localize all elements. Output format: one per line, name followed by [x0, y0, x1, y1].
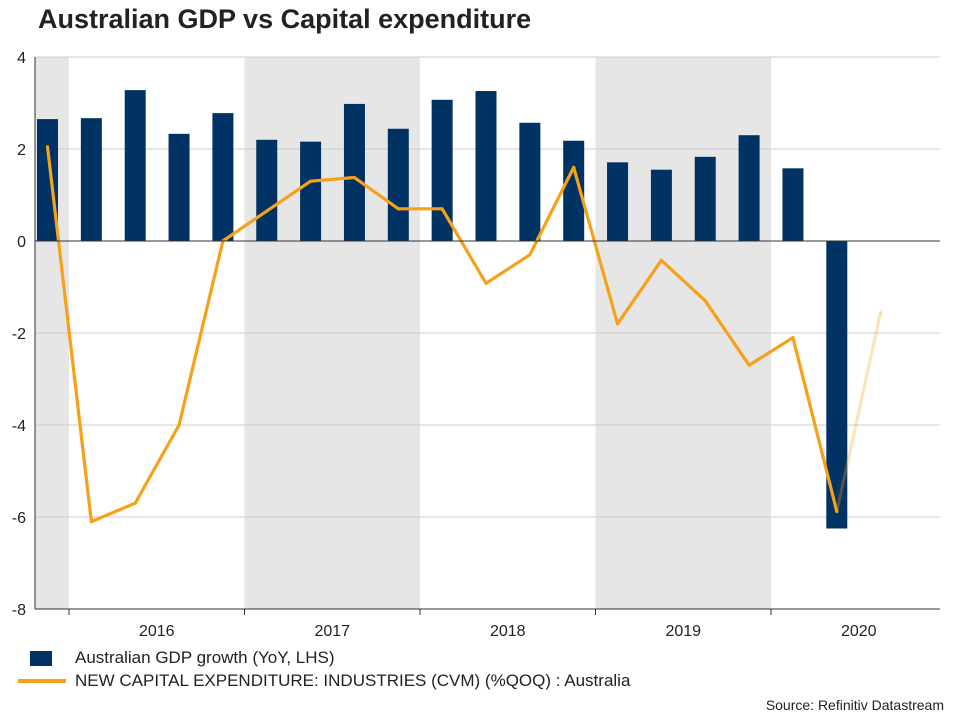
bar-2017-Q1 [256, 139, 278, 241]
x-tick-label-2020: 2020 [841, 623, 877, 640]
x-tick-label-2018: 2018 [490, 623, 526, 640]
bar-2018-Q4 [563, 140, 585, 241]
capex-point-2020-Q2 [835, 509, 839, 514]
bar-2018-Q3 [519, 122, 541, 241]
legend-item-capex: NEW CAPITAL EXPENDITURE: INDUSTRIES (CVM… [18, 671, 630, 691]
y-tick-label: -8 [12, 602, 26, 619]
legend-label-gdp: Australian GDP growth (YoY, LHS) [75, 648, 335, 667]
y-tick-label: -2 [12, 326, 26, 343]
capex-point-2017-Q4 [396, 207, 400, 211]
x-tick-label-2017: 2017 [314, 623, 350, 640]
y-tick-label: 0 [17, 234, 26, 251]
bar-2018-Q1 [431, 99, 453, 241]
chart-title: Australian GDP vs Capital expenditure [38, 4, 532, 34]
capex-point-2018-Q4 [572, 165, 576, 169]
y-tick-label: -6 [12, 510, 26, 527]
x-tick-label-2019: 2019 [665, 623, 701, 640]
legend-label-capex: NEW CAPITAL EXPENDITURE: INDUSTRIES (CVM… [75, 671, 631, 690]
bar-2016-Q2 [124, 90, 146, 242]
capex-point-2018-Q1 [440, 207, 444, 211]
x-tick-label-2016: 2016 [139, 623, 175, 640]
capex-point-2020-Q3 [879, 310, 883, 314]
bar-2016-Q4 [212, 113, 234, 241]
capex-point-2017-Q1 [265, 209, 269, 213]
bar-2015-Q4 [37, 119, 58, 241]
bar-2018-Q2 [475, 91, 497, 241]
capex-point-2019-Q4 [747, 363, 751, 367]
capex-point-2019-Q3 [703, 299, 707, 303]
capex-line-estimate [835, 311, 883, 512]
capex-point-2018-Q2 [484, 281, 488, 285]
bar-2019-Q4 [738, 135, 760, 241]
y-tick-label: -4 [12, 418, 26, 435]
bar-2020-Q1 [782, 168, 804, 241]
bar-2017-Q3 [343, 103, 365, 241]
capex-point-2017-Q3 [352, 175, 357, 180]
bar-2016-Q1 [80, 118, 102, 241]
bar-2019-Q3 [694, 156, 716, 241]
bar-2017-Q2 [300, 141, 322, 241]
capex-point-2016-Q2 [133, 501, 137, 505]
bar-2019-Q1 [607, 162, 629, 241]
capex-point-2016-Q3 [177, 423, 181, 427]
capex-point-2019-Q1 [615, 322, 620, 326]
legend-item-gdp: Australian GDP growth (YoY, LHS) [18, 648, 335, 668]
y-tick-label: 2 [17, 142, 26, 159]
capex-point-2015-Q4 [45, 145, 50, 149]
source-note: Source: Refinitiv Datastream [765, 697, 944, 713]
capex-point-2016-Q1 [89, 520, 93, 524]
capex-point-2019-Q2 [659, 258, 664, 262]
capex-point-2018-Q3 [528, 253, 532, 257]
capex-point-2020-Q1 [791, 336, 795, 340]
legend-swatch-line [18, 679, 66, 683]
bar-2016-Q3 [168, 133, 190, 241]
y-tick-label: 4 [17, 50, 26, 67]
legend-swatch-bar [30, 650, 52, 666]
bar-2017-Q4 [387, 128, 409, 241]
bar-2020-Q2 [826, 241, 848, 529]
bar-2019-Q2 [650, 169, 672, 241]
capex-point-2017-Q2 [309, 179, 313, 183]
